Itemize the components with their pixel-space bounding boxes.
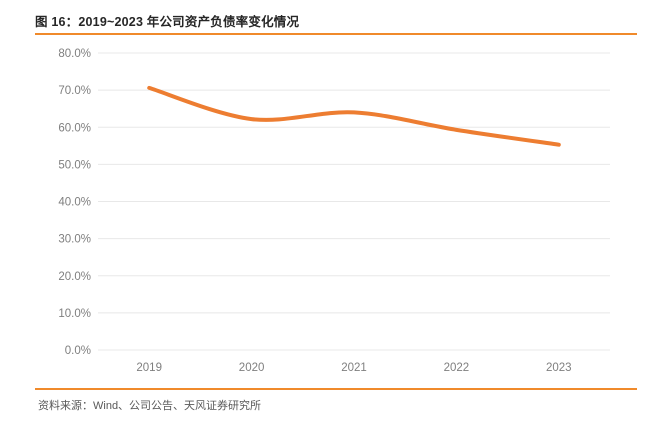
line-chart: 0.0% 10.0% 20.0% 30.0% 40.0% 50.0% 60.0% 70.0% 8… [58, 48, 610, 374]
y-tick-label: 30.0% [58, 234, 91, 246]
x-tick-label: 2020 [239, 362, 265, 374]
figure-title: 图 16：2019~2023 年公司资产负债率变化情况 [35, 15, 300, 29]
y-tick-label: 60.0% [58, 122, 91, 134]
footer-divider [35, 388, 637, 390]
source-note: 资料来源：Wind、公司公告、天风证券研究所 [38, 400, 262, 412]
y-tick-label: 50.0% [58, 159, 91, 171]
x-tick-label: 2021 [341, 362, 367, 374]
series-line [147, 85, 561, 147]
y-tick-label: 10.0% [58, 308, 91, 320]
chart-canvas: 0.0% 10.0% 20.0% 30.0% 40.0% 50.0% 60.0% 70.0% 8… [58, 48, 610, 374]
y-tick-label: 70.0% [58, 85, 91, 97]
y-tick-label: 40.0% [58, 197, 91, 209]
x-tick-label: 2019 [136, 362, 162, 374]
title-divider [35, 33, 637, 35]
x-tick-label: 2022 [444, 362, 470, 374]
x-tick-label: 2023 [546, 362, 572, 374]
y-tick-label: 20.0% [58, 271, 91, 283]
y-tick-label: 80.0% [58, 48, 91, 60]
y-tick-label: 0.0% [65, 345, 91, 357]
